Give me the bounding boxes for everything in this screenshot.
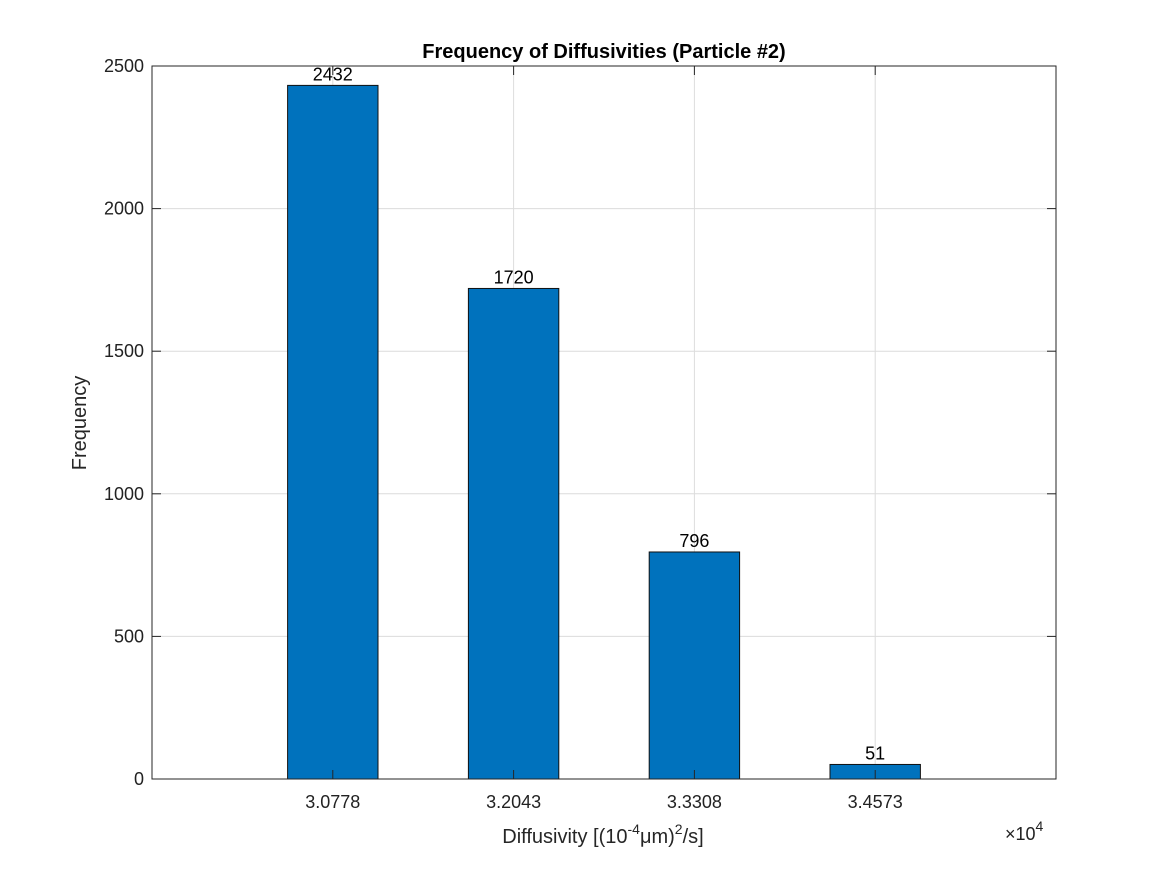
bar [648, 551, 741, 780]
data-label: 796 [679, 531, 709, 551]
x-axis-label-exp1: -4 [628, 821, 641, 837]
x-axis-multiplier-exponent: 4 [1036, 818, 1044, 834]
x-axis-label-suffix: /s] [683, 826, 704, 848]
y-axis-label: Frequency [69, 376, 91, 471]
bar [467, 287, 560, 780]
y-tick-labels: 0 500 1000 1500 2000 2500 [104, 56, 144, 789]
x-axis-label-exp2: 2 [675, 821, 683, 837]
tick-marks [152, 65, 1056, 780]
x-axis-label: Diffusivity [(10-4μm)2/s] [502, 821, 703, 848]
x-tick-label: 3.0778 [305, 792, 360, 812]
x-tick-label: 3.4573 [848, 792, 903, 812]
x-axis-label-mid: μm) [640, 826, 675, 848]
y-tick-label: 1500 [104, 341, 144, 361]
x-axis-label-prefix: Diffusivity [(10 [502, 826, 627, 848]
chart-title: Frequency of Diffusivities (Particle #2) [422, 41, 785, 63]
data-label: 1720 [494, 267, 534, 287]
x-tick-labels: 3.0778 3.2043 3.3308 3.4573 [305, 792, 902, 812]
plot-frame [151, 65, 1057, 780]
bar [287, 84, 379, 780]
bars [287, 84, 921, 780]
y-tick-label: 500 [114, 626, 144, 646]
x-tick-label: 3.3308 [667, 792, 722, 812]
y-tick-label: 2000 [104, 199, 144, 219]
x-axis-multiplier: ×104 [1005, 818, 1044, 844]
data-label: 51 [865, 743, 885, 763]
data-labels: 2432 1720 796 51 [313, 64, 885, 763]
y-tick-label: 2500 [104, 56, 144, 76]
y-tick-label: 0 [134, 769, 144, 789]
x-tick-label: 3.2043 [486, 792, 541, 812]
x-axis-multiplier-base: ×10 [1005, 824, 1036, 844]
y-tick-label: 1000 [104, 484, 144, 504]
data-label: 2432 [313, 64, 353, 84]
